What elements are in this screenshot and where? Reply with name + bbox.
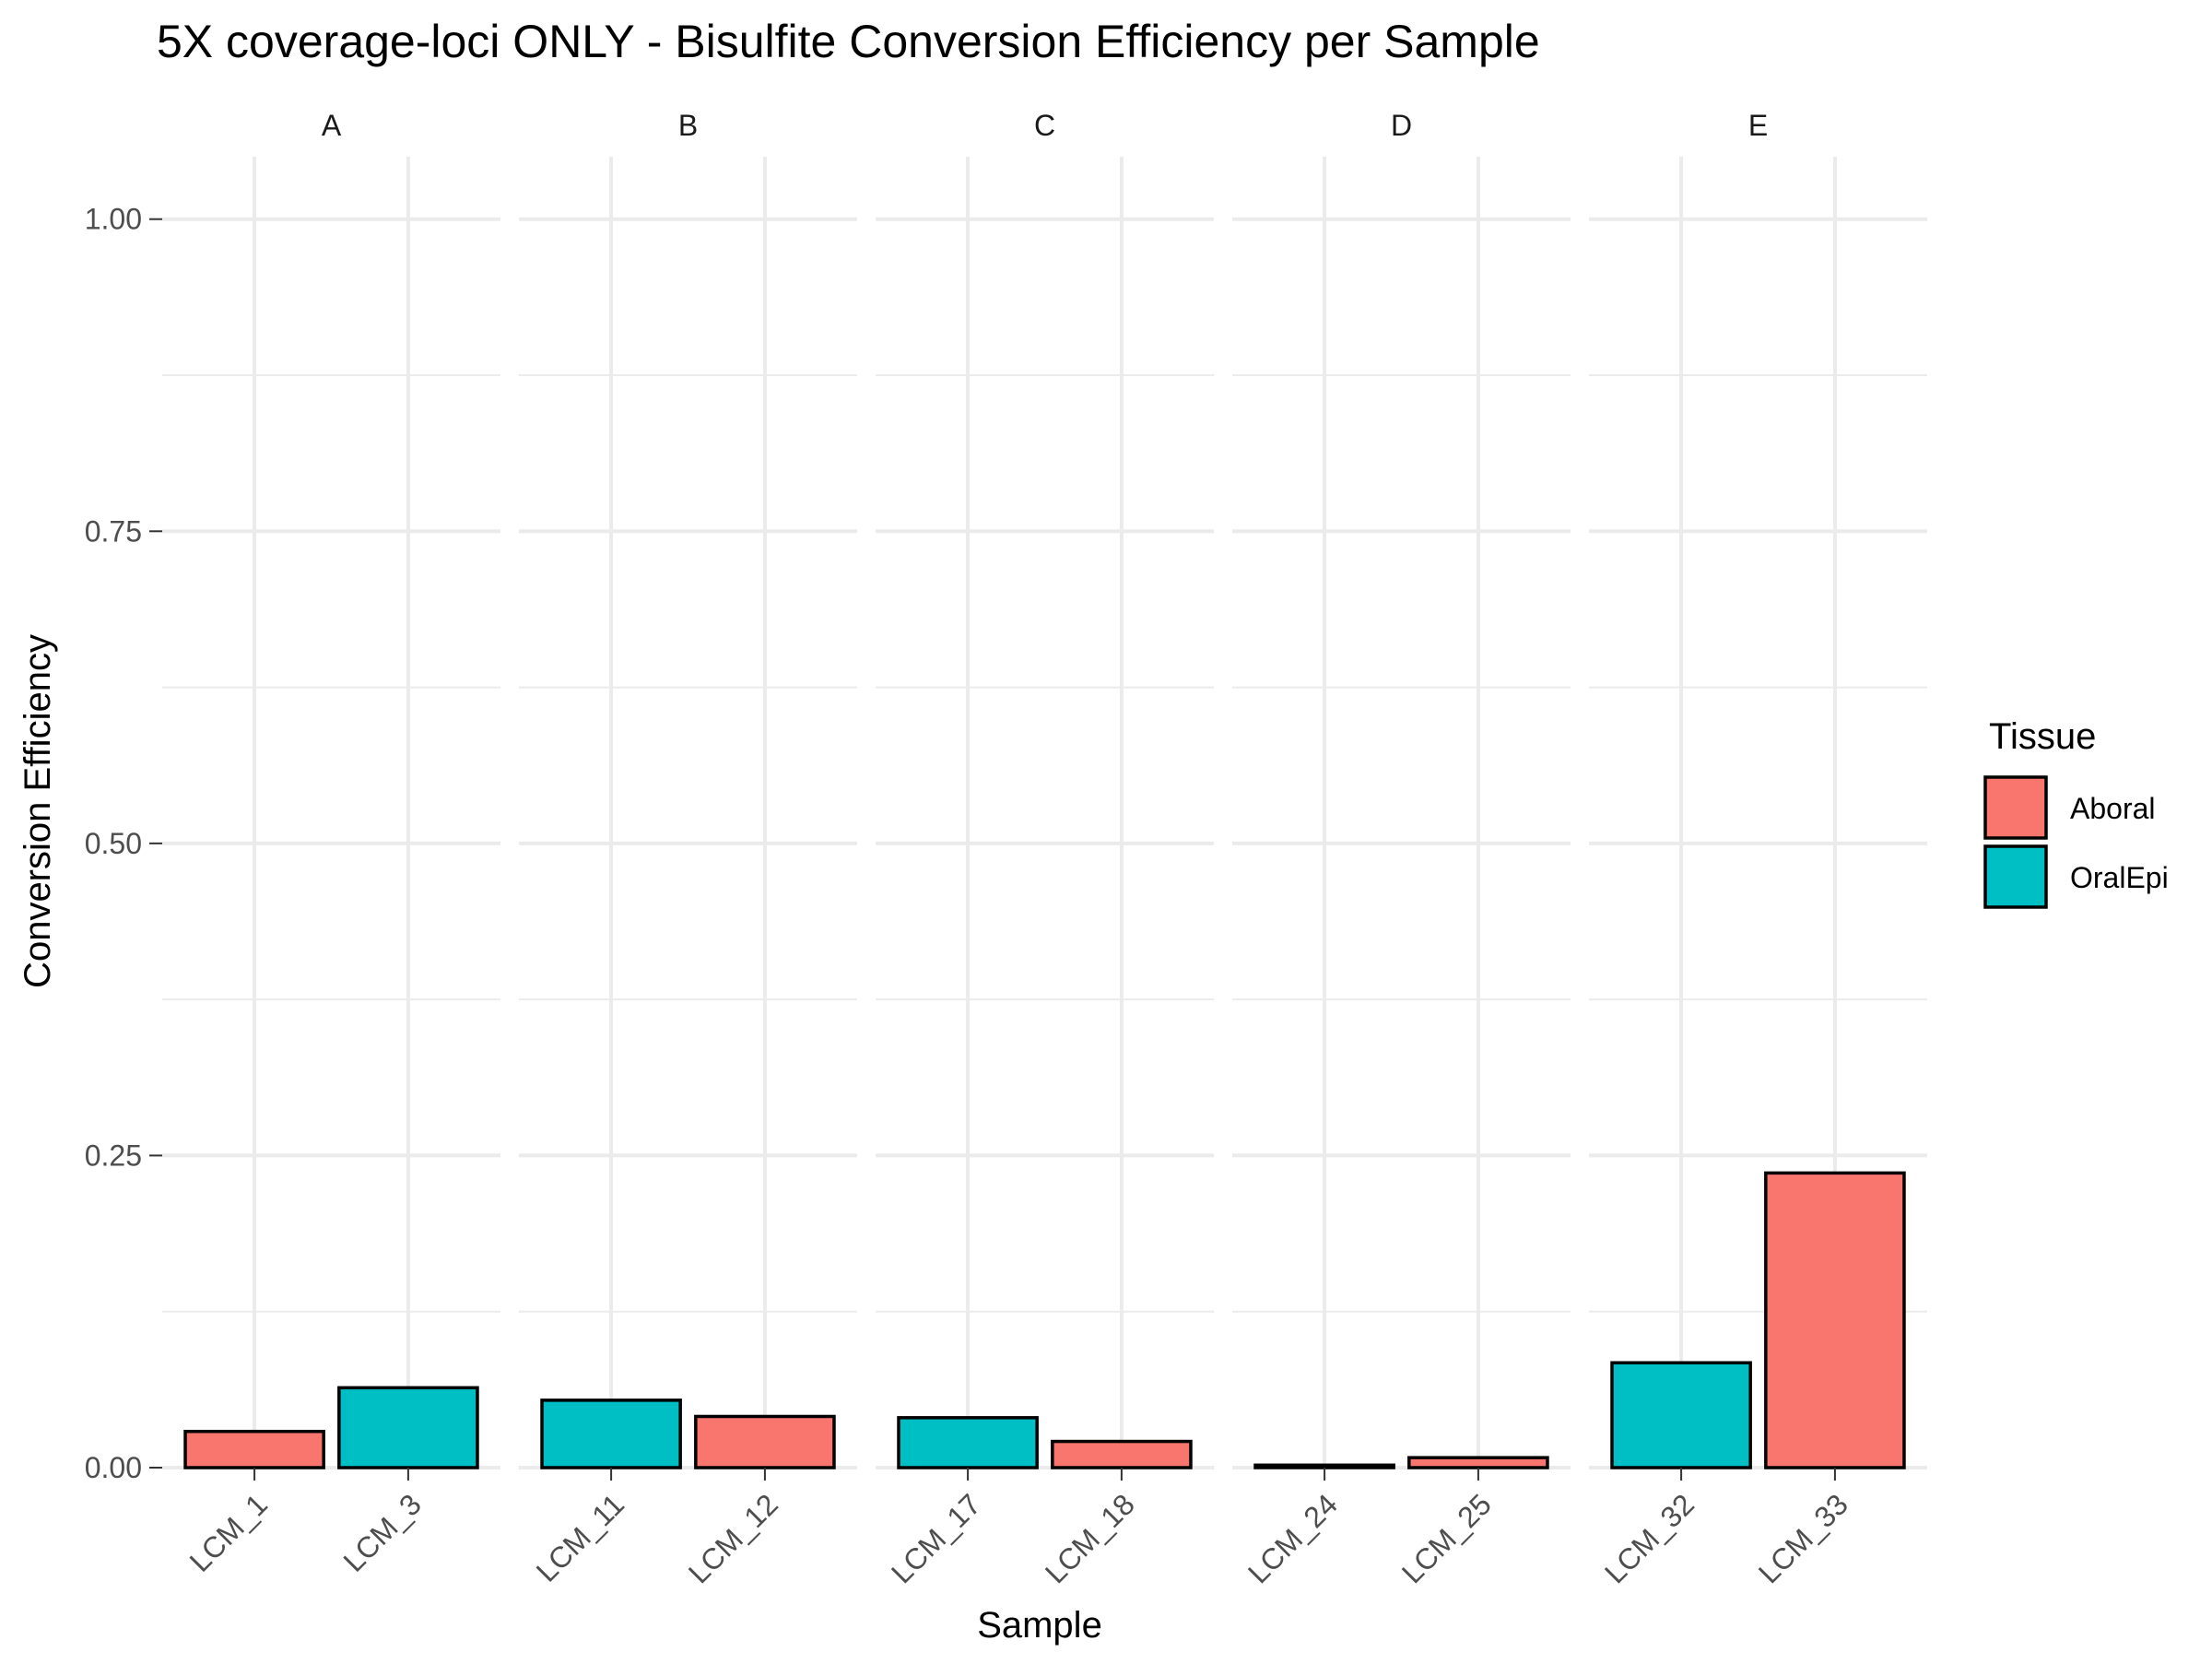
legend-label: OralEpi	[2070, 861, 2169, 894]
y-tick-label: 0.75	[85, 514, 142, 548]
y-axis: 0.00 0.25 0.50 0.75 1.00	[85, 203, 162, 1484]
y-axis-title: Conversion Efficiency	[18, 634, 58, 988]
facet-label-b: B	[678, 109, 698, 142]
bar-lcm-17	[897, 1416, 1039, 1469]
legend: Tissue Aboral OralEpi	[1983, 716, 2169, 909]
y-tick-label: 1.00	[85, 203, 142, 236]
legend-item-oralepi: OralEpi	[1983, 844, 2169, 909]
legend-key	[1983, 775, 2048, 840]
legend-title: Tissue	[1989, 716, 2096, 757]
bar-lcm-32	[1610, 1361, 1752, 1469]
bar-lcm-11	[540, 1398, 682, 1469]
bar-lcm-1	[183, 1429, 325, 1469]
legend-key	[1983, 844, 2048, 909]
facet-label-c: C	[1034, 109, 1055, 142]
legend-items: Aboral OralEpi	[1983, 775, 2169, 909]
y-tick-label: 0.25	[85, 1139, 142, 1172]
facet-label-a: A	[322, 109, 342, 142]
bar-lcm-3	[337, 1386, 479, 1469]
bar-lcm-18	[1051, 1439, 1193, 1469]
facet-label-d: D	[1391, 109, 1412, 142]
legend-item-aboral: Aboral	[1983, 775, 2156, 840]
facet-label-e: E	[1748, 109, 1768, 142]
bar-lcm-12	[694, 1414, 836, 1469]
bar-lcm-25	[1407, 1456, 1549, 1469]
legend-label: Aboral	[2070, 792, 2156, 825]
y-tick-label: 0.50	[85, 827, 142, 860]
chart-title: 5X coverage-loci ONLY - Bisulfite Conver…	[157, 16, 1540, 67]
bar-lcm-33	[1764, 1171, 1906, 1469]
x-axis-title: Sample	[977, 1605, 1102, 1646]
bar-lcm-24	[1253, 1463, 1395, 1469]
y-tick-label: 0.00	[85, 1451, 142, 1484]
